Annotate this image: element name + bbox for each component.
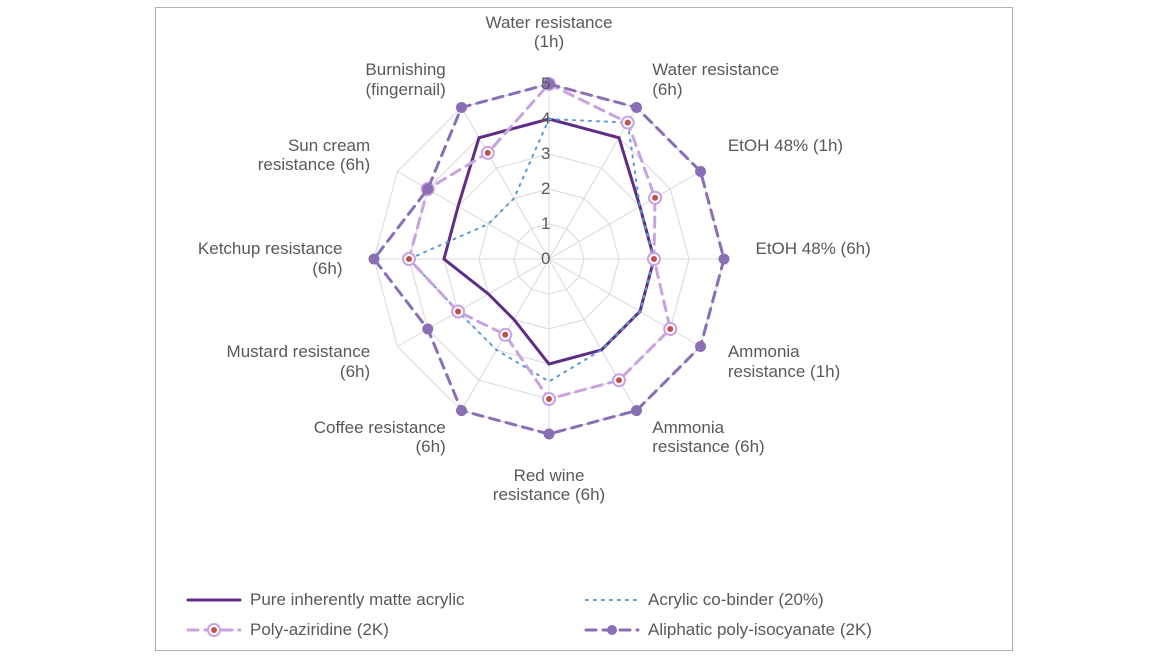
legend-label-3: Aliphatic poly-isocyanate (2K) [648,620,872,640]
legend-label-2: Poly-aziridine (2K) [250,620,389,640]
legend-swatch-3 [584,620,640,640]
ring-label-0: 0 [541,249,550,269]
ring-label-5: 5 [541,74,550,94]
legend-item-0: Pure inherently matte acrylic [186,590,584,610]
radar-chart [156,8,1014,548]
ring-label-3: 3 [541,144,550,164]
legend: Pure inherently matte acrylic Acrylic co… [186,590,982,640]
legend-swatch-2 [186,620,242,640]
ring-label-2: 2 [541,179,550,199]
legend-swatch-1 [584,590,640,610]
legend-swatch-0 [186,590,242,610]
legend-item-3: Aliphatic poly-isocyanate (2K) [584,620,982,640]
ring-label-4: 4 [541,109,550,129]
chart-frame: 012345 Water resistance (1h)Water resist… [155,7,1013,651]
legend-label-1: Acrylic co-binder (20%) [648,590,824,610]
legend-item-1: Acrylic co-binder (20%) [584,590,982,610]
ring-label-1: 1 [541,214,550,234]
legend-item-2: Poly-aziridine (2K) [186,620,584,640]
legend-label-0: Pure inherently matte acrylic [250,590,464,610]
